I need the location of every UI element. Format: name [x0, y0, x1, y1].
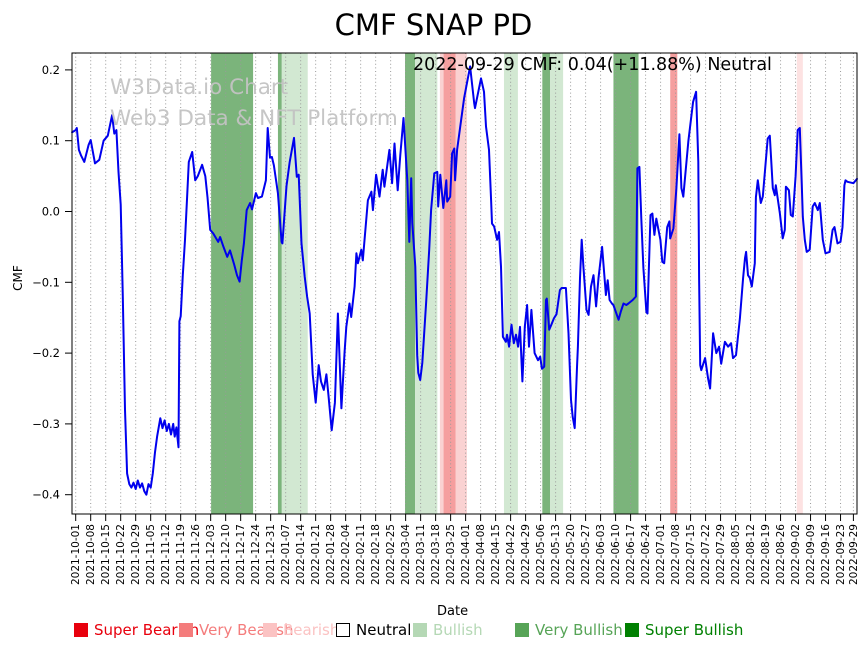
x-tick-label: 2022-07-15: [685, 524, 697, 585]
x-tick-label: 2022-09-29: [848, 524, 860, 585]
y-tick-label: −0.1: [32, 275, 60, 289]
x-tick-label: 2022-03-11: [415, 524, 427, 585]
x-tick-label: 2022-06-10: [610, 524, 622, 585]
signal-band-bullish: [415, 53, 438, 514]
x-tick-label: 2022-01-07: [280, 524, 292, 585]
x-tick-label: 2022-03-25: [445, 524, 457, 585]
x-tick-label: 2021-11-12: [160, 524, 172, 585]
signal-band-very-bullish: [613, 53, 639, 514]
y-tick-label: 0.2: [42, 63, 60, 77]
x-tick-label: 2022-08-19: [760, 524, 772, 585]
x-tick-label: 2021-11-19: [175, 524, 187, 585]
x-tick-label: 2022-03-18: [430, 524, 442, 585]
signal-band-bearish: [455, 53, 467, 514]
y-axis-label: CMF: [11, 265, 25, 291]
x-tick-label: 2022-05-06: [535, 524, 547, 585]
x-tick-label: 2021-12-03: [205, 524, 217, 585]
x-tick-label: 2022-05-20: [565, 524, 577, 585]
x-tick-label: 2022-07-22: [700, 524, 712, 585]
cmf-line: [71, 65, 858, 496]
x-tick-label: 2022-02-04: [340, 524, 352, 585]
x-tick-label: 2021-10-01: [70, 524, 82, 585]
x-tick-label: 2022-04-01: [460, 524, 472, 585]
x-tick-label: 2022-07-01: [655, 524, 667, 585]
x-tick-label: 2021-12-10: [220, 524, 232, 585]
axes-frame: [71, 52, 858, 515]
x-tick-label: 2022-05-27: [580, 524, 592, 585]
x-tick-label: 2022-04-22: [505, 524, 517, 585]
x-tick-label: 2022-08-05: [730, 524, 742, 585]
signal-band-very-bullish: [542, 53, 551, 514]
x-tick-label: 2022-02-25: [385, 524, 397, 585]
x-tick-label: 2022-07-08: [670, 524, 682, 585]
x-tick-label: 2022-01-14: [295, 524, 307, 585]
x-tick-label: 2022-01-28: [325, 524, 337, 585]
x-tick-label: 2021-11-05: [145, 524, 157, 585]
x-tick-label: 2022-01-21: [310, 524, 322, 585]
signal-band-very-bullish: [211, 53, 254, 514]
x-tick-label: 2022-09-16: [820, 524, 832, 585]
x-tick-label: 2021-12-31: [265, 524, 277, 585]
signal-band-very-bullish: [404, 53, 416, 514]
x-tick-label: 2022-06-24: [640, 524, 652, 585]
signal-band-bearish: [439, 53, 444, 514]
x-axis-label: Date: [437, 604, 469, 619]
x-tick-label: 2021-11-26: [190, 524, 202, 585]
y-tick-label: 0.0: [42, 205, 60, 219]
x-tick-label: 2022-09-02: [790, 524, 802, 585]
page-title: CMF SNAP PD: [334, 8, 533, 42]
x-tick-label: 2022-07-29: [715, 524, 727, 585]
x-tick-label: 2022-06-03: [595, 524, 607, 585]
signal-band-bearish-faint: [796, 53, 803, 514]
x-tick-label: 2021-10-22: [115, 524, 127, 585]
x-tick-label: 2021-10-29: [130, 524, 142, 585]
signal-band-very-bullish: [277, 53, 282, 514]
x-tick-label: 2021-10-08: [85, 524, 97, 585]
x-tick-label: 2021-12-17: [235, 524, 247, 585]
latest-value-annotation: 2022-09-29 CMF: 0.04(+11.88%) Neutral: [413, 55, 772, 75]
x-tick-label: 2022-08-26: [775, 524, 787, 585]
x-tick-label: 2022-04-15: [490, 524, 502, 585]
x-tick-label: 2021-12-24: [250, 524, 262, 585]
x-tick-label: 2022-09-23: [835, 524, 847, 585]
x-tick-label: 2022-02-18: [370, 524, 382, 585]
y-tick-label: 0.1: [42, 134, 60, 148]
signal-band-very-bearish: [670, 53, 678, 514]
signal-band-bullish: [550, 53, 564, 514]
x-tick-label: 2022-08-12: [745, 524, 757, 585]
y-tick-label: −0.2: [32, 346, 60, 360]
x-tick-label: 2022-02-11: [355, 524, 367, 585]
y-tick-label: −0.4: [32, 488, 60, 502]
x-tick-label: 2022-03-04: [400, 524, 412, 585]
x-tick-label: 2022-04-08: [475, 524, 487, 585]
x-tick-label: 2021-10-15: [100, 524, 112, 585]
x-tick-label: 2022-04-29: [520, 524, 532, 585]
y-tick-label: −0.3: [32, 417, 60, 431]
x-tick-label: 2022-05-13: [550, 524, 562, 585]
signal-band-very-bearish: [443, 53, 456, 514]
x-tick-label: 2022-09-09: [805, 524, 817, 585]
x-tick-label: 2022-06-17: [625, 524, 637, 585]
